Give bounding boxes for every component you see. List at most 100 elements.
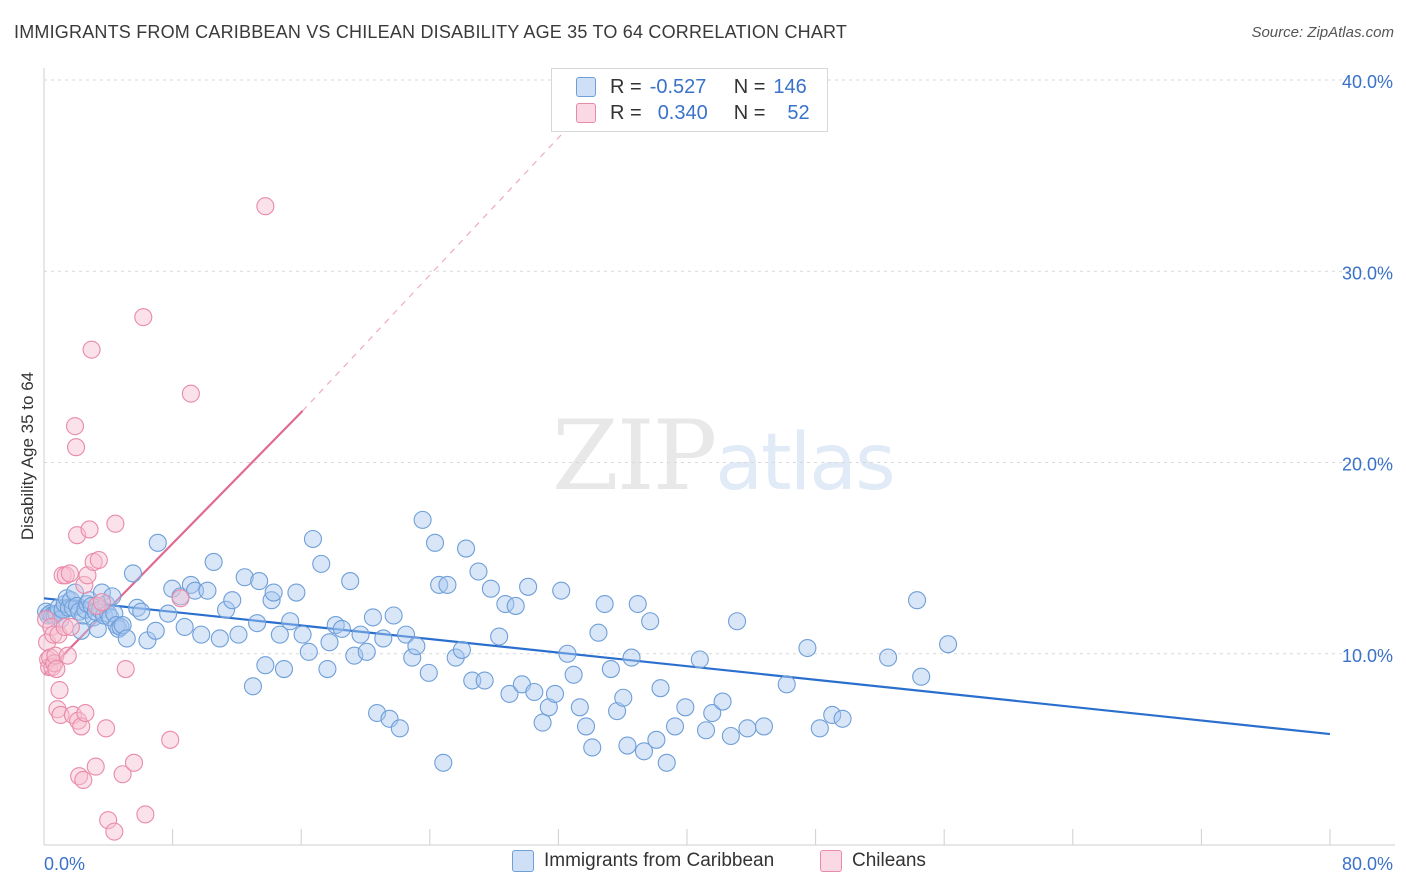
- trendlines: [43, 68, 1331, 736]
- data-point: [475, 671, 494, 690]
- trendline-1: [43, 410, 304, 676]
- data-point: [456, 539, 476, 558]
- data-point: [88, 619, 107, 638]
- data-point: [148, 533, 167, 552]
- legend-n-value: 146: [773, 75, 807, 98]
- series-swatch-chileans: [820, 850, 842, 872]
- data-point: [396, 625, 416, 644]
- data-point: [634, 742, 654, 761]
- watermark-zip: ZIP: [552, 400, 717, 512]
- data-point: [777, 675, 796, 694]
- data-point: [161, 730, 180, 749]
- data-point: [159, 604, 178, 623]
- data-point: [452, 640, 471, 659]
- legend-n-label: N =: [733, 101, 766, 124]
- data-point: [463, 671, 482, 690]
- data-point: [51, 705, 70, 725]
- data-point: [728, 612, 747, 631]
- data-point: [690, 650, 709, 669]
- data-point: [204, 552, 223, 572]
- data-point: [293, 625, 312, 644]
- legend-n-value: 52: [787, 101, 810, 124]
- data-point: [42, 617, 61, 637]
- data-point: [123, 564, 143, 583]
- data-point: [798, 638, 817, 658]
- y-tick-label: 30.0%: [1342, 263, 1393, 283]
- data-point: [570, 698, 589, 717]
- data-point: [713, 692, 732, 711]
- data-point: [622, 648, 641, 667]
- data-point: [332, 619, 351, 638]
- data-point: [303, 529, 323, 549]
- data-point: [506, 596, 525, 615]
- data-point: [250, 572, 269, 591]
- series-label-chileans: Chileans: [852, 850, 926, 871]
- data-point: [97, 719, 116, 738]
- data-point: [363, 608, 382, 627]
- data-point: [80, 520, 99, 539]
- axes: [43, 68, 1395, 846]
- data-point: [703, 703, 722, 723]
- data-point: [533, 713, 552, 732]
- data-point: [754, 717, 774, 736]
- data-point: [318, 659, 337, 679]
- data-point: [243, 677, 263, 696]
- data-point: [198, 581, 217, 600]
- data-point: [657, 753, 676, 772]
- data-points: [37, 197, 958, 841]
- data-point: [61, 617, 80, 637]
- data-point: [192, 625, 211, 644]
- data-point: [256, 656, 275, 675]
- data-point: [113, 765, 132, 784]
- data-point: [132, 602, 151, 621]
- data-point: [185, 581, 205, 600]
- data-point: [833, 709, 852, 728]
- data-point: [589, 623, 608, 642]
- trendline-0: [43, 597, 1331, 736]
- y-tick-label: 10.0%: [1342, 646, 1393, 666]
- data-point: [299, 642, 318, 661]
- y-tick-label: 40.0%: [1342, 72, 1393, 92]
- data-point: [665, 717, 685, 736]
- data-point: [235, 568, 254, 587]
- data-point: [413, 510, 432, 529]
- series-legend-chileans[interactable]: Chileans: [820, 850, 926, 872]
- data-point: [595, 594, 614, 614]
- data-point: [92, 593, 111, 612]
- data-point: [58, 646, 77, 665]
- data-point: [738, 719, 757, 738]
- data-point: [628, 594, 647, 614]
- data-point: [525, 682, 544, 702]
- data-point: [217, 600, 236, 619]
- data-point: [384, 606, 403, 625]
- data-point: [641, 612, 660, 631]
- data-point: [419, 663, 438, 682]
- data-point: [48, 700, 67, 719]
- tick-labels: 10.0% 20.0% 30.0% 40.0% 0.0% 80.0%: [44, 72, 1393, 874]
- data-point: [908, 591, 927, 610]
- data-point: [676, 698, 695, 717]
- data-point: [608, 702, 627, 721]
- data-point: [46, 646, 65, 665]
- data-point: [75, 575, 94, 594]
- data-point: [500, 684, 519, 703]
- data-point: [434, 753, 453, 772]
- data-point: [229, 625, 248, 644]
- data-point: [274, 659, 294, 679]
- data-point: [264, 583, 283, 602]
- data-point: [82, 340, 101, 359]
- legend-r-label: R =: [610, 75, 642, 98]
- source-label: Source: ZipAtlas.com: [1251, 24, 1394, 41]
- series-legend-caribbean[interactable]: Immigrants from Caribbean: [512, 850, 774, 872]
- data-point: [490, 627, 509, 646]
- data-point: [116, 659, 135, 679]
- data-point: [651, 679, 670, 698]
- data-point: [469, 562, 488, 581]
- data-point: [72, 717, 91, 736]
- x-tick-label: 0.0%: [44, 854, 85, 874]
- series-swatch-caribbean: [512, 850, 534, 872]
- data-point: [519, 577, 538, 596]
- series-points-1: [37, 197, 275, 841]
- data-point: [105, 822, 124, 841]
- data-point: [270, 625, 289, 644]
